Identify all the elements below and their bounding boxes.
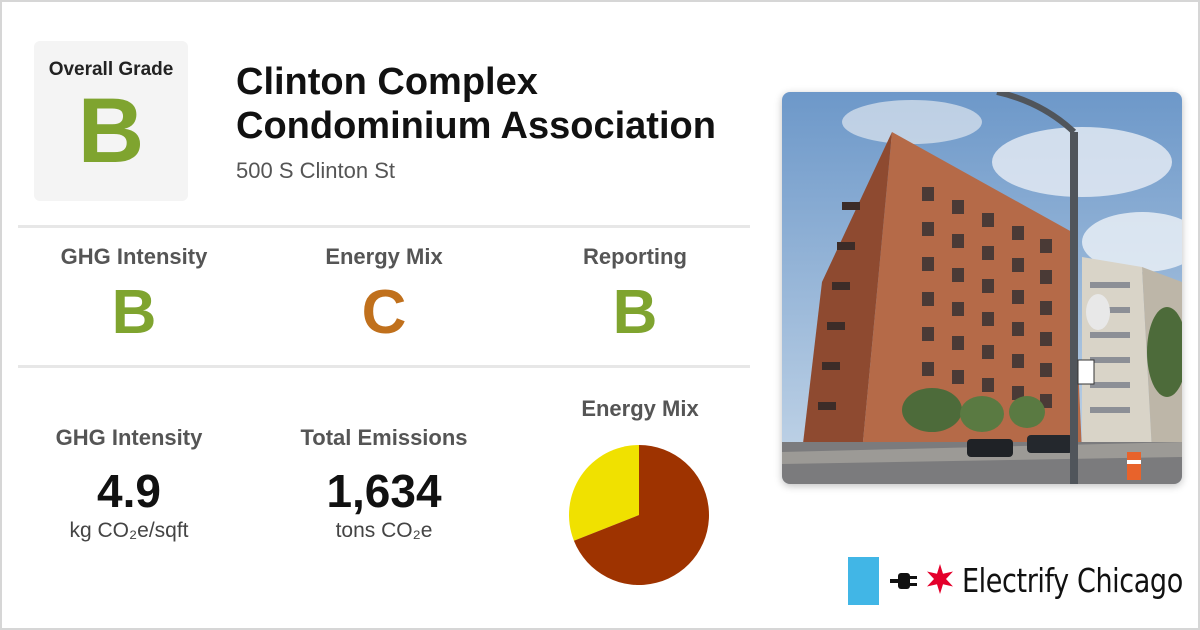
divider bbox=[18, 365, 750, 368]
plug-icon bbox=[890, 573, 917, 589]
stat-unit: tons CO₂e bbox=[335, 519, 433, 542]
building-address: 500 S Clinton St bbox=[236, 158, 395, 183]
pie-slice bbox=[569, 445, 639, 541]
building-photo-illustration bbox=[782, 92, 1182, 484]
stat-ghg-intensity: GHG Intensity 4.9 kg CO₂e/sqft bbox=[9, 425, 249, 543]
building-name: Clinton Complex Condominium Association bbox=[236, 61, 716, 147]
grade-label: Reporting bbox=[583, 244, 687, 269]
grade-label: GHG Intensity bbox=[60, 244, 208, 269]
divider bbox=[18, 225, 750, 228]
grade-reporting: Reporting B bbox=[515, 244, 755, 348]
overall-grade-box: Overall Grade B bbox=[34, 41, 188, 201]
grade-ghg-intensity: GHG Intensity B bbox=[14, 244, 254, 348]
pie-slice bbox=[573, 445, 709, 585]
energy-mix-title: Energy Mix bbox=[581, 396, 699, 421]
grade-letter: B bbox=[111, 278, 157, 347]
red-star-icon bbox=[927, 564, 953, 594]
grade-energy-mix: Energy Mix C bbox=[264, 244, 504, 348]
stat-unit: kg CO₂e/sqft bbox=[69, 519, 189, 542]
stat-total-emissions: Total Emissions 1,634 tons CO₂e bbox=[264, 425, 504, 543]
building-photo bbox=[782, 92, 1182, 484]
grade-letter: C bbox=[361, 278, 407, 347]
stat-label: Total Emissions bbox=[300, 425, 468, 450]
grade-letter: B bbox=[612, 278, 658, 347]
energy-mix-pie-chart bbox=[569, 445, 709, 585]
stat-value: 4.9 bbox=[97, 465, 161, 517]
stat-label: GHG Intensity bbox=[55, 425, 203, 450]
overall-grade-label: Overall Grade bbox=[48, 59, 174, 80]
overall-grade-letter: B bbox=[77, 80, 145, 182]
brand-name: Electrify Chicago bbox=[962, 561, 1183, 600]
chicago-flag-icon bbox=[848, 557, 879, 605]
grade-label: Energy Mix bbox=[325, 244, 443, 269]
stat-value: 1,634 bbox=[326, 465, 442, 517]
